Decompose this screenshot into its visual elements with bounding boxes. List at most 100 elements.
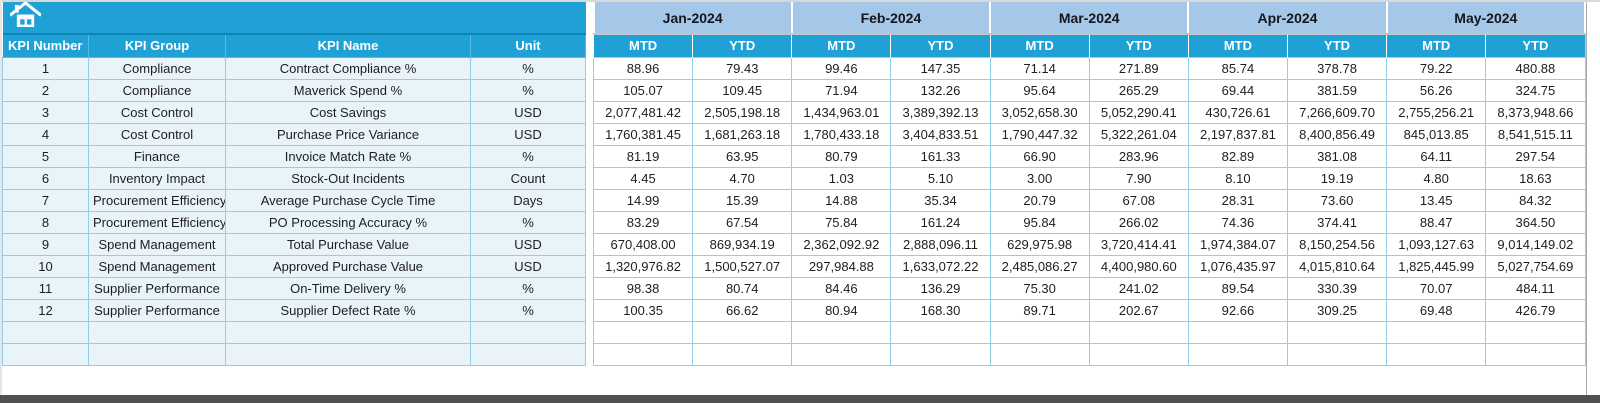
cell-r5-feb-ytd[interactable]: 161.33 xyxy=(890,144,991,168)
cell-r9-jan-mtd[interactable]: 670,408.00 xyxy=(592,232,694,256)
empty-cell[interactable] xyxy=(592,342,694,366)
empty-cell[interactable] xyxy=(1485,320,1586,344)
cell-r11-feb-mtd[interactable]: 84.46 xyxy=(791,276,892,300)
cell-r2-unit[interactable]: % xyxy=(470,78,586,102)
empty-cell[interactable] xyxy=(1187,320,1288,344)
cell-r4-mar-ytd[interactable]: 5,322,261.04 xyxy=(1088,122,1189,146)
cell-r2-apr-mtd[interactable]: 69.44 xyxy=(1187,78,1288,102)
cell-r8-kpi-group[interactable]: Procurement Efficiency xyxy=(88,210,226,234)
cell-r3-apr-mtd[interactable]: 430,726.61 xyxy=(1187,100,1288,124)
cell-r7-jan-mtd[interactable]: 14.99 xyxy=(592,188,694,212)
cell-r10-kpi-name[interactable]: Approved Purchase Value xyxy=(225,254,471,278)
cell-r7-kpi-name[interactable]: Average Purchase Cycle Time xyxy=(225,188,471,212)
cell-r8-mar-mtd[interactable]: 95.84 xyxy=(989,210,1090,234)
cell-r5-mar-ytd[interactable]: 283.96 xyxy=(1088,144,1189,168)
cell-r9-unit[interactable]: USD xyxy=(470,232,586,256)
col-header-kpi-group[interactable]: KPI Group xyxy=(88,34,226,58)
cell-r8-jan-mtd[interactable]: 83.29 xyxy=(592,210,694,234)
cell-r3-mar-mtd[interactable]: 3,052,658.30 xyxy=(989,100,1090,124)
cell-r11-kpi-name[interactable]: On-Time Delivery % xyxy=(225,276,471,300)
cell-r4-feb-ytd[interactable]: 3,404,833.51 xyxy=(890,122,991,146)
cell-r1-kpi-group[interactable]: Compliance xyxy=(88,56,226,80)
cell-r6-mar-ytd[interactable]: 7.90 xyxy=(1088,166,1189,190)
cell-r4-jan-mtd[interactable]: 1,760,381.45 xyxy=(592,122,694,146)
cell-r4-may-ytd[interactable]: 8,541,515.11 xyxy=(1485,122,1586,146)
cell-r9-apr-ytd[interactable]: 8,150,254.56 xyxy=(1286,232,1388,256)
month-header-feb[interactable]: Feb-2024 xyxy=(790,2,992,35)
cell-r11-may-ytd[interactable]: 484.11 xyxy=(1485,276,1586,300)
cell-r1-feb-mtd[interactable]: 99.46 xyxy=(791,56,892,80)
cell-r6-feb-mtd[interactable]: 1.03 xyxy=(791,166,892,190)
cell-r10-jan-mtd[interactable]: 1,320,976.82 xyxy=(592,254,694,278)
cell-r4-feb-mtd[interactable]: 1,780,433.18 xyxy=(791,122,892,146)
cell-r2-apr-ytd[interactable]: 381.59 xyxy=(1286,78,1388,102)
cell-r3-jan-mtd[interactable]: 2,077,481.42 xyxy=(592,100,694,124)
cell-r3-kpi-name[interactable]: Cost Savings xyxy=(225,100,471,124)
cell-r4-jan-ytd[interactable]: 1,681,263.18 xyxy=(692,122,793,146)
cell-r9-mar-mtd[interactable]: 629,975.98 xyxy=(989,232,1090,256)
cell-r6-apr-ytd[interactable]: 19.19 xyxy=(1286,166,1388,190)
cell-r3-jan-ytd[interactable]: 2,505,198.18 xyxy=(692,100,793,124)
empty-cell[interactable] xyxy=(1187,342,1288,366)
cell-r5-jan-mtd[interactable]: 81.19 xyxy=(592,144,694,168)
cell-r8-apr-mtd[interactable]: 74.36 xyxy=(1187,210,1288,234)
empty-cell[interactable] xyxy=(1088,342,1189,366)
cell-r10-unit[interactable]: USD xyxy=(470,254,586,278)
col-header-may-mtd[interactable]: MTD xyxy=(1386,34,1486,57)
empty-cell[interactable] xyxy=(2,320,89,344)
cell-r1-feb-ytd[interactable]: 147.35 xyxy=(890,56,991,80)
cell-r4-apr-ytd[interactable]: 8,400,856.49 xyxy=(1286,122,1388,146)
cell-r11-kpi-group[interactable]: Supplier Performance xyxy=(88,276,226,300)
cell-r10-may-mtd[interactable]: 1,825,445.99 xyxy=(1386,254,1487,278)
cell-r7-unit[interactable]: Days xyxy=(470,188,586,212)
cell-r12-kpi-group[interactable]: Supplier Performance xyxy=(88,298,226,322)
cell-r2-kpi-group[interactable]: Compliance xyxy=(88,78,226,102)
col-header-feb-mtd[interactable]: MTD xyxy=(791,34,891,57)
cell-r7-apr-ytd[interactable]: 73.60 xyxy=(1286,188,1388,212)
cell-r6-kpi-number[interactable]: 6 xyxy=(2,166,89,190)
cell-r6-apr-mtd[interactable]: 8.10 xyxy=(1187,166,1288,190)
cell-r12-feb-ytd[interactable]: 168.30 xyxy=(890,298,991,322)
col-header-jan-ytd[interactable]: YTD xyxy=(692,34,792,57)
cell-r2-feb-ytd[interactable]: 132.26 xyxy=(890,78,991,102)
cell-r5-jan-ytd[interactable]: 63.95 xyxy=(692,144,793,168)
cell-r12-kpi-number[interactable]: 12 xyxy=(2,298,89,322)
cell-r1-apr-mtd[interactable]: 85.74 xyxy=(1187,56,1288,80)
cell-r6-feb-ytd[interactable]: 5.10 xyxy=(890,166,991,190)
col-header-apr-mtd[interactable]: MTD xyxy=(1187,34,1288,57)
cell-r4-kpi-number[interactable]: 4 xyxy=(2,122,89,146)
cell-r4-apr-mtd[interactable]: 2,197,837.81 xyxy=(1187,122,1288,146)
cell-r4-unit[interactable]: USD xyxy=(470,122,586,146)
cell-r10-feb-mtd[interactable]: 297,984.88 xyxy=(791,254,892,278)
cell-r9-may-mtd[interactable]: 1,093,127.63 xyxy=(1386,232,1487,256)
cell-r11-may-mtd[interactable]: 70.07 xyxy=(1386,276,1487,300)
cell-r10-apr-ytd[interactable]: 4,015,810.64 xyxy=(1286,254,1388,278)
cell-r5-kpi-number[interactable]: 5 xyxy=(2,144,89,168)
cell-r2-may-mtd[interactable]: 56.26 xyxy=(1386,78,1487,102)
cell-r3-feb-mtd[interactable]: 1,434,963.01 xyxy=(791,100,892,124)
cell-r6-jan-mtd[interactable]: 4.45 xyxy=(592,166,694,190)
cell-r12-apr-mtd[interactable]: 92.66 xyxy=(1187,298,1288,322)
cell-r1-kpi-name[interactable]: Contract Compliance % xyxy=(225,56,471,80)
cell-r9-may-ytd[interactable]: 9,014,149.02 xyxy=(1485,232,1586,256)
cell-r11-apr-mtd[interactable]: 89.54 xyxy=(1187,276,1288,300)
cell-r12-apr-ytd[interactable]: 309.25 xyxy=(1286,298,1388,322)
col-header-apr-ytd[interactable]: YTD xyxy=(1286,34,1387,57)
cell-r5-apr-ytd[interactable]: 381.08 xyxy=(1286,144,1388,168)
cell-r10-mar-ytd[interactable]: 4,400,980.60 xyxy=(1088,254,1189,278)
cell-r2-kpi-name[interactable]: Maverick Spend % xyxy=(225,78,471,102)
cell-r12-may-ytd[interactable]: 426.79 xyxy=(1485,298,1586,322)
cell-r5-may-mtd[interactable]: 64.11 xyxy=(1386,144,1487,168)
cell-r8-feb-ytd[interactable]: 161.24 xyxy=(890,210,991,234)
cell-r3-kpi-group[interactable]: Cost Control xyxy=(88,100,226,124)
cell-r5-may-ytd[interactable]: 297.54 xyxy=(1485,144,1586,168)
cell-r10-may-ytd[interactable]: 5,027,754.69 xyxy=(1485,254,1586,278)
cell-r8-may-mtd[interactable]: 88.47 xyxy=(1386,210,1487,234)
col-header-jan-mtd[interactable]: MTD xyxy=(592,34,693,57)
cell-r7-feb-ytd[interactable]: 35.34 xyxy=(890,188,991,212)
cell-r6-unit[interactable]: Count xyxy=(470,166,586,190)
col-header-unit[interactable]: Unit xyxy=(470,34,586,58)
cell-r12-jan-mtd[interactable]: 100.35 xyxy=(592,298,694,322)
cell-r2-jan-mtd[interactable]: 105.07 xyxy=(592,78,694,102)
cell-r6-kpi-group[interactable]: Inventory Impact xyxy=(88,166,226,190)
